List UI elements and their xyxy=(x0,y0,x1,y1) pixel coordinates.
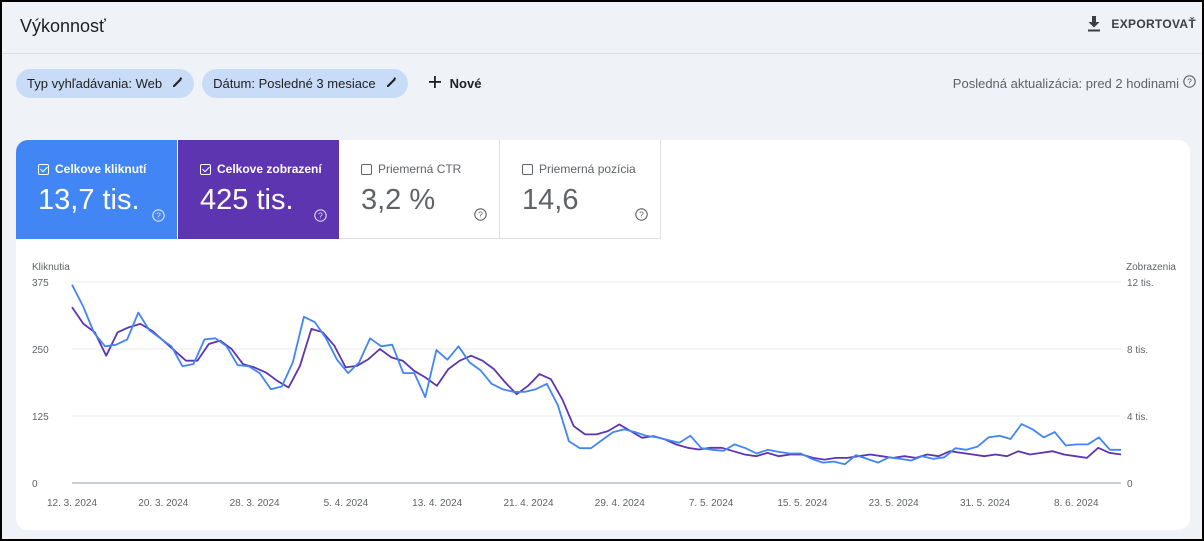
series-line xyxy=(71,306,1122,461)
metric-label: Priemerná pozícia xyxy=(539,162,636,176)
series-line xyxy=(71,284,1121,466)
checkbox-icon[interactable] xyxy=(522,163,533,175)
x-tick-label: 23. 5. 2024 xyxy=(869,498,919,509)
svg-text:?: ? xyxy=(639,210,644,220)
chip-label: Typ vyhľadávania: Web xyxy=(27,76,163,91)
checkbox-icon[interactable] xyxy=(361,163,372,175)
x-tick-label: 13. 4. 2024 xyxy=(412,498,462,509)
help-icon[interactable]: ? xyxy=(152,209,165,227)
svg-text:?: ? xyxy=(478,210,483,220)
filter-bar: Typ vyhľadávania: Web Dátum: Posledné 3 … xyxy=(16,69,481,98)
metric-average-position[interactable]: Priemerná pozícia 14,6 ? xyxy=(500,140,661,239)
download-icon xyxy=(1087,16,1101,32)
header-bar: Výkonnosť EXPORTOVAŤ xyxy=(2,2,1202,54)
metric-value: 425 tis. xyxy=(200,184,294,216)
date-filter-chip[interactable]: Dátum: Posledné 3 mesiace xyxy=(202,69,408,98)
x-tick-label: 15. 5. 2024 xyxy=(777,498,827,509)
x-tick-label: 8. 6. 2024 xyxy=(1054,498,1099,509)
page-title: Výkonnosť xyxy=(20,16,106,36)
x-tick-label: 20. 3. 2024 xyxy=(138,498,188,509)
help-icon[interactable]: ? xyxy=(1183,75,1196,91)
metric-label: Priemerná CTR xyxy=(378,162,462,176)
y-axis-label-right: Zobrazenia xyxy=(1126,262,1176,273)
x-tick-label: 31. 5. 2024 xyxy=(960,498,1010,509)
last-updated: Posledná aktualizácia: pred 2 hodinami ? xyxy=(953,75,1196,91)
metric-label: Celkove zobrazení xyxy=(217,162,322,176)
y-tick-label-right: 8 tis. xyxy=(1127,345,1148,356)
add-filter-label: Nové xyxy=(449,76,482,91)
y-tick-label-left: 375 xyxy=(32,278,49,289)
help-icon[interactable]: ? xyxy=(635,208,648,226)
export-button[interactable]: EXPORTOVAŤ xyxy=(1087,16,1196,32)
metric-total-impressions[interactable]: Celkove zobrazení 425 tis. ? xyxy=(178,140,339,239)
x-tick-label: 7. 5. 2024 xyxy=(689,498,734,509)
y-axis-label-left: Kliknutia xyxy=(32,262,70,273)
metric-total-clicks[interactable]: Celkove kliknutí 13,7 tis. ? xyxy=(16,140,177,239)
help-icon[interactable]: ? xyxy=(314,209,327,227)
svg-text:?: ? xyxy=(156,211,161,221)
y-tick-label-right: 0 xyxy=(1127,479,1133,490)
checkbox-icon[interactable] xyxy=(200,163,211,175)
edit-icon xyxy=(386,76,398,91)
y-tick-label-left: 0 xyxy=(32,479,38,490)
y-tick-label-right: 4 tis. xyxy=(1127,412,1148,423)
metric-average-ctr[interactable]: Priemerná CTR 3,2 % ? xyxy=(339,140,500,239)
help-icon[interactable]: ? xyxy=(474,208,487,226)
edit-icon xyxy=(172,76,184,91)
checkbox-icon[interactable] xyxy=(38,163,49,175)
x-tick-label: 29. 4. 2024 xyxy=(595,498,645,509)
performance-card: Celkove kliknutí 13,7 tis. ? Celkove zob… xyxy=(16,140,1190,530)
x-tick-label: 21. 4. 2024 xyxy=(503,498,553,509)
metric-label: Celkove kliknutí xyxy=(55,162,147,176)
svg-text:?: ? xyxy=(1187,77,1192,87)
chip-label: Dátum: Posledné 3 mesiace xyxy=(213,76,376,91)
x-tick-label: 28. 3. 2024 xyxy=(230,498,280,509)
search-type-filter-chip[interactable]: Typ vyhľadávania: Web xyxy=(16,69,195,98)
add-filter-button[interactable]: Nové xyxy=(428,75,482,92)
y-tick-label-left: 125 xyxy=(32,412,49,423)
x-tick-label: 12. 3. 2024 xyxy=(47,498,97,509)
metric-value: 13,7 tis. xyxy=(38,184,140,216)
metric-value: 14,6 xyxy=(522,184,579,216)
x-tick-label: 5. 4. 2024 xyxy=(324,498,369,509)
svg-text:?: ? xyxy=(318,211,323,221)
performance-chart[interactable]: 0 0 125 4 tis. 250 8 tis. 375 12 tis. Kliknutia Z… xyxy=(16,140,1190,530)
y-tick-label-left: 250 xyxy=(32,345,49,356)
plus-icon xyxy=(428,75,442,92)
export-label: EXPORTOVAŤ xyxy=(1111,17,1196,31)
last-updated-text: Posledná aktualizácia: pred 2 hodinami xyxy=(952,75,1179,91)
y-tick-label-right: 12 tis. xyxy=(1127,278,1154,289)
metric-value: 3,2 % xyxy=(361,184,436,216)
